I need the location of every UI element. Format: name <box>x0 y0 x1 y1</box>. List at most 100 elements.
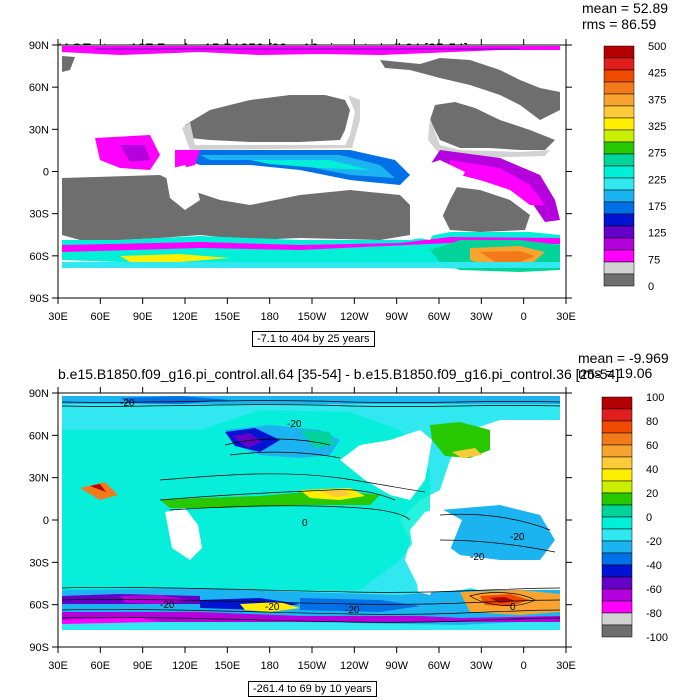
colorbar-swatch <box>601 600 633 614</box>
lon-tick-label: 90E <box>133 660 153 672</box>
contour-label: -20 <box>120 398 135 409</box>
colorbar-swatch <box>603 189 635 203</box>
colorbar-swatch <box>603 45 635 59</box>
panel2-title: b.e15.B1850.f09_g16.pi_control.all.64 [3… <box>58 366 620 382</box>
map2-axes: 90N 60N 30N 0 30S 60S 90S 30E 60E 90E 120E 150E 180 1… <box>29 387 576 672</box>
lat-tick-label: 60S <box>29 600 49 612</box>
contour-label: -20 <box>265 602 280 613</box>
colorbar-label: 80 <box>646 416 658 428</box>
colorbar-label: -40 <box>646 560 662 572</box>
lon-tick-label: 150E <box>214 660 240 672</box>
lon-tick-label: 150W <box>298 660 327 672</box>
colorbar-swatch <box>603 105 635 119</box>
map1-npacific-grey <box>185 95 350 142</box>
contour-label: -20 <box>510 532 525 543</box>
lat-tick-label: 30S <box>29 557 49 569</box>
colorbar-label: 325 <box>648 121 666 133</box>
colorbar-swatch <box>603 93 635 107</box>
lon-tick-label: 150E <box>214 311 240 323</box>
lat-tick-label: 30S <box>29 209 49 221</box>
panel1-rms: rms = 86.59 <box>582 16 657 32</box>
colorbar-label: 0 <box>648 281 654 293</box>
lon-tick-label: 90W <box>385 660 408 672</box>
colorbar-swatch <box>601 420 633 434</box>
colorbar-label: 20 <box>646 488 658 500</box>
lon-tick-label: 180 <box>260 660 278 672</box>
colorbar-swatch <box>601 624 633 638</box>
lat-tick-label: 0 <box>43 167 49 179</box>
colorbar-swatch <box>603 153 635 167</box>
panel1-mean: mean = 52.89 <box>582 0 669 16</box>
lon-tick-label: 60W <box>428 660 451 672</box>
contour-label: -20 <box>160 600 175 611</box>
colorbar-swatch <box>603 57 635 71</box>
colorbar-swatch <box>603 225 635 239</box>
map1-nh-grey <box>380 58 560 120</box>
colorbar-swatch <box>601 552 633 566</box>
lat-tick-label: 60N <box>29 82 49 94</box>
colorbar-swatch <box>601 480 633 494</box>
contour-label: 0 <box>302 518 308 529</box>
colorbar-swatch <box>603 273 635 287</box>
lon-tick-label: 60W <box>428 311 451 323</box>
contour-label: -20 <box>345 605 360 616</box>
lon-tick-label: 60E <box>91 311 111 323</box>
colorbar-swatch <box>601 564 633 578</box>
colorbar-swatch <box>603 141 635 155</box>
colorbar-label: 500 <box>648 41 666 53</box>
lon-tick-label: 30E <box>48 660 68 672</box>
contour-label: -20 <box>287 419 302 430</box>
colorbar-swatch <box>601 456 633 470</box>
colorbar-swatch <box>601 612 633 626</box>
colorbar-swatch <box>603 165 635 179</box>
lat-tick-label: 0 <box>43 515 49 527</box>
colorbar-label: 100 <box>646 392 664 404</box>
map2-contours <box>61 400 561 623</box>
panel2-mean: mean = -9.969 <box>578 350 669 366</box>
colorbar-label: 75 <box>648 254 660 266</box>
contour-label: 0 <box>510 602 516 613</box>
lon-tick-label: 120E <box>172 660 198 672</box>
colorbar-label: -100 <box>646 632 668 644</box>
colorbar-swatch <box>601 468 633 482</box>
lon-tick-label: 120W <box>340 660 369 672</box>
lon-tick-label: 60E <box>91 660 111 672</box>
colorbar-swatch <box>603 213 635 227</box>
contour-label: -20 <box>470 552 485 563</box>
panel2-rms: rms = 19.06 <box>578 365 653 381</box>
colorbar-swatch <box>603 81 635 95</box>
colorbar-swatch <box>603 129 635 143</box>
map1-axes: 90N 60N 30N 0 30S 60S 90S 30E 60E 90E 120E 150E 180 1… <box>29 39 576 323</box>
lat-tick-label: 30N <box>29 124 49 136</box>
colorbar-swatch <box>603 69 635 83</box>
colorbar-label: 375 <box>648 94 666 106</box>
lat-tick-label: 90N <box>29 40 49 52</box>
lon-tick-label: 30W <box>470 311 493 323</box>
lon-tick-label: 120E <box>172 311 198 323</box>
lon-tick-label: 30E <box>556 660 576 672</box>
map1-natlantic-grey <box>430 102 555 150</box>
colorbar-swatch <box>601 588 633 602</box>
lon-tick-label: 150W <box>298 311 327 323</box>
colorbar-swatch <box>601 540 633 554</box>
colorbar-label: -80 <box>646 608 662 620</box>
lon-tick-label: 0 <box>521 660 527 672</box>
panel1-colorbar: 500 425 375 325 275 225 175 125 75 0 <box>603 41 666 293</box>
colorbar-label: 60 <box>646 440 658 452</box>
panel1-range-label: -7.1 to 404 by 25 years <box>252 331 375 347</box>
colorbar-swatch <box>601 492 633 506</box>
lon-tick-label: 30W <box>470 660 493 672</box>
lat-tick-label: 60N <box>29 430 49 442</box>
map1-south-grey <box>62 175 410 240</box>
lon-tick-label: 30E <box>556 311 576 323</box>
colorbar-swatch <box>603 201 635 215</box>
colorbar-swatch <box>601 516 633 530</box>
colorbar-swatch <box>601 528 633 542</box>
colorbar-swatch <box>601 444 633 458</box>
colorbar-label: 275 <box>648 148 666 160</box>
colorbar-swatch <box>603 261 635 275</box>
colorbar-label: 40 <box>646 464 658 476</box>
lon-tick-label: 90W <box>385 311 408 323</box>
lat-tick-label: 30N <box>29 473 49 485</box>
colorbar-swatch <box>601 408 633 422</box>
